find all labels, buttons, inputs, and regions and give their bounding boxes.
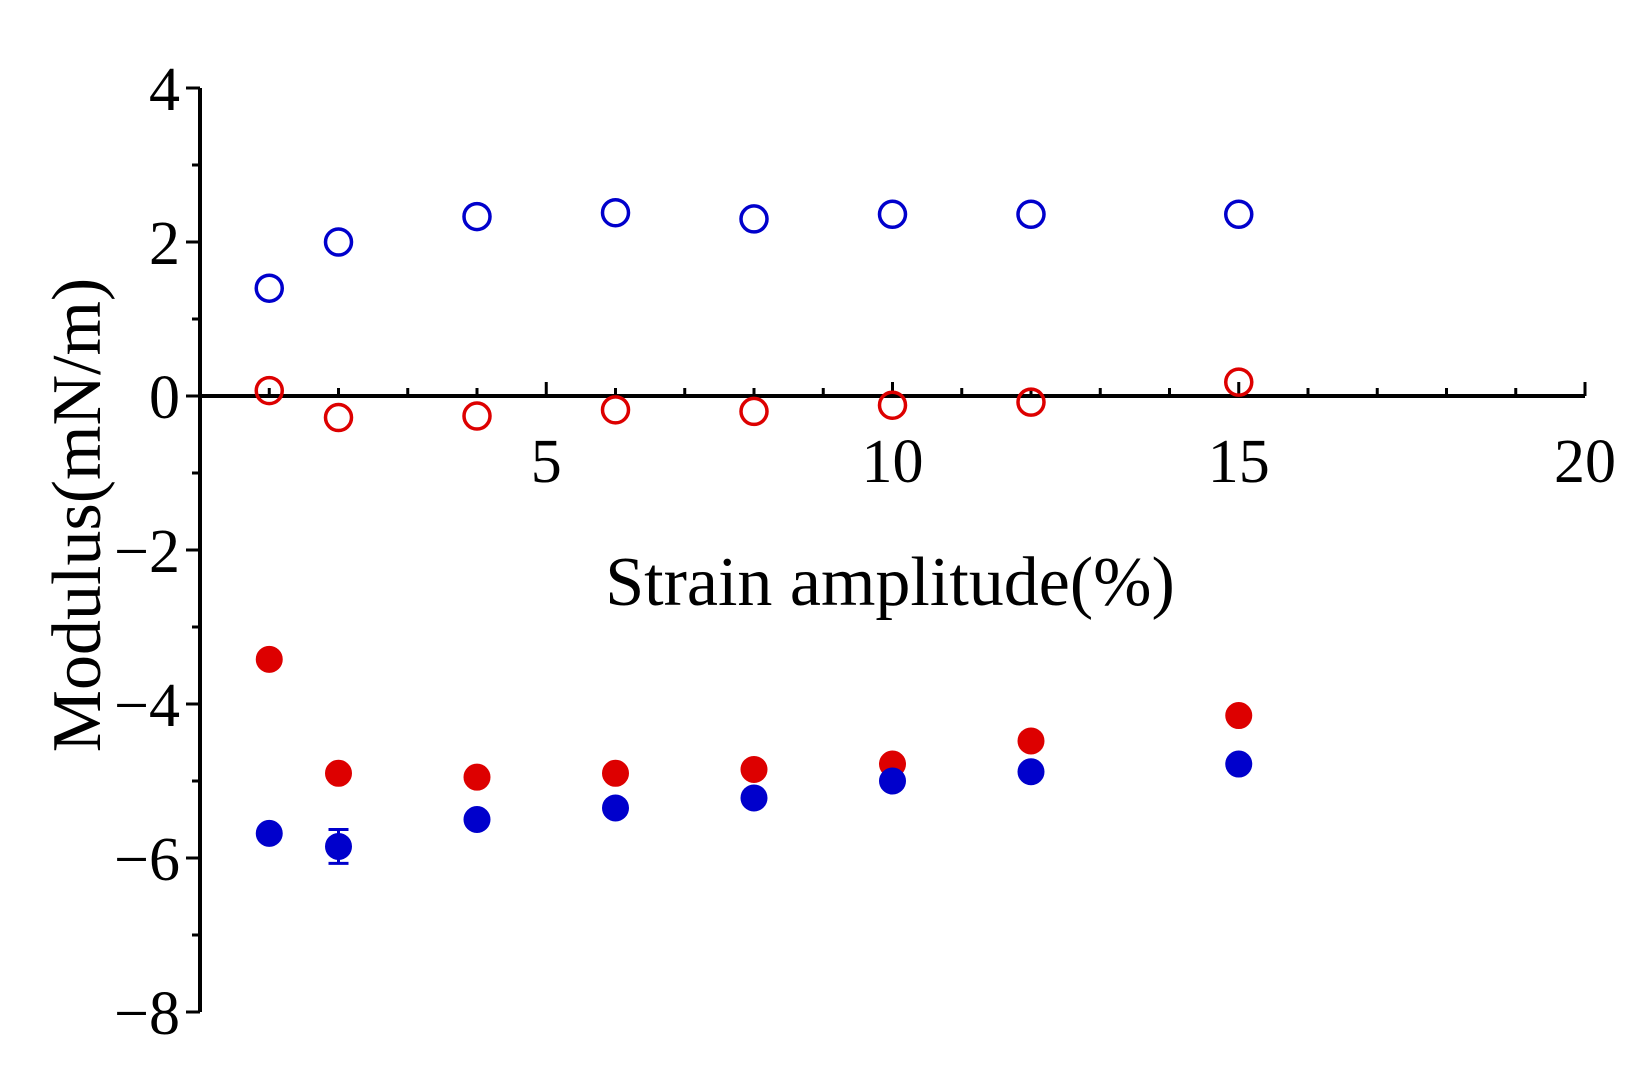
data-point <box>740 755 768 783</box>
data-point <box>1225 750 1253 778</box>
y-tick-label: −4 <box>114 672 180 740</box>
data-point <box>600 395 631 425</box>
data-point <box>602 794 629 822</box>
series-4 <box>255 750 1253 865</box>
data-point <box>323 227 354 257</box>
y-tick-label: −8 <box>114 980 180 1048</box>
data-points <box>254 197 1254 865</box>
data-point <box>462 401 492 431</box>
y-tick-label: −2 <box>114 518 180 586</box>
tick-labels: 420−2−4−6−85 10 15 20 <box>114 56 1616 1048</box>
data-point <box>1016 199 1046 230</box>
data-point <box>740 784 768 812</box>
data-point <box>325 832 352 860</box>
x-axis-title: Strain amplitude(%) <box>605 544 1175 621</box>
y-tick-label: 4 <box>149 56 180 124</box>
data-point <box>1016 387 1046 417</box>
series-1 <box>254 197 1254 303</box>
data-point <box>463 763 491 791</box>
y-tick-label: 2 <box>149 210 180 278</box>
data-point <box>1224 199 1254 230</box>
data-point <box>602 759 629 787</box>
data-point <box>325 759 352 787</box>
data-point <box>1017 727 1045 755</box>
data-point <box>463 806 491 833</box>
data-point <box>739 204 769 234</box>
y-tick-label: 0 <box>149 364 180 432</box>
data-point <box>1224 367 1254 397</box>
data-point <box>877 199 908 230</box>
data-point <box>877 390 908 420</box>
tick-marks <box>186 86 1587 1014</box>
data-point <box>254 273 284 303</box>
data-point <box>254 375 284 406</box>
x-tick-label: 5 <box>531 428 562 496</box>
y-axis-title: Modulus(mN/m) <box>39 278 116 752</box>
data-point <box>462 201 492 232</box>
data-point <box>1225 702 1253 730</box>
x-tick-label: 15 <box>1208 428 1270 496</box>
data-point <box>255 819 283 847</box>
x-tick-label: 10 <box>862 428 924 496</box>
data-point <box>323 402 354 433</box>
data-point <box>600 197 631 228</box>
series-2 <box>254 367 1254 433</box>
data-point <box>255 645 283 673</box>
data-point <box>1017 758 1045 786</box>
data-point <box>879 767 906 795</box>
data-point <box>739 396 769 427</box>
series-3 <box>255 645 1253 791</box>
y-tick-label: −6 <box>114 826 180 894</box>
x-tick-label: 20 <box>1554 428 1616 496</box>
